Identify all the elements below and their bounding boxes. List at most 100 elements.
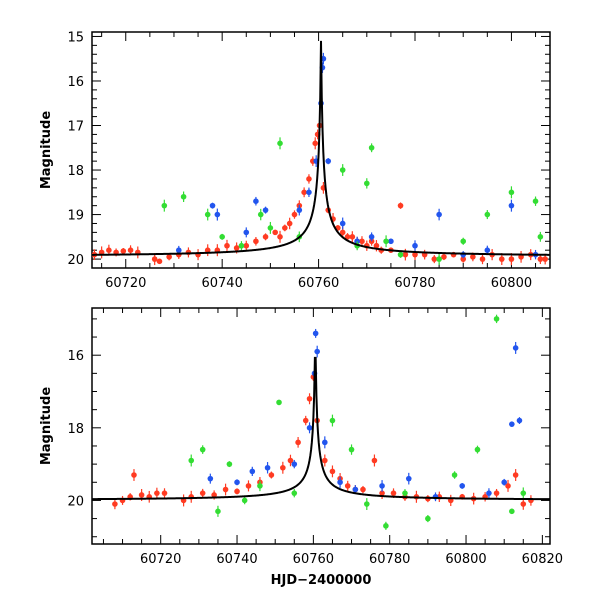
data-point [339,220,346,227]
data-point [337,479,343,486]
data-point [207,475,214,482]
data-point [436,211,442,218]
data-point [352,486,359,493]
data-point [460,256,467,262]
data-point [302,417,309,424]
data-point [405,475,412,482]
data-point [339,167,346,173]
data-point [156,258,163,265]
data-point [470,254,476,260]
data-point [287,457,294,464]
data-point [460,238,467,245]
data-point [508,256,515,262]
data-point [364,180,370,187]
x-tick-label: 60740 [201,276,242,291]
data-point [368,238,375,245]
data-point [388,238,394,245]
data-point [151,256,158,262]
y-tick-label: 17 [67,120,84,135]
data-point [509,421,515,427]
data-point [312,140,319,147]
data-point [344,234,351,240]
data-point [291,211,298,218]
data-point [253,238,259,245]
data-point [224,242,230,249]
x-tick-label: 60740 [216,552,257,567]
data-point [226,461,233,467]
data-point [215,508,221,515]
y-tick-label: 20 [67,253,84,268]
data-point [383,523,389,529]
y-tick-label: 20 [67,494,84,509]
data-point [161,490,168,496]
data-point [329,417,336,424]
data-point [233,245,240,251]
data-point [359,238,365,245]
data-point [390,490,397,496]
data-point [425,515,431,522]
data-point [276,399,282,406]
x-tick-label: 60800 [445,552,486,567]
data-point [542,256,548,262]
data-point [127,247,134,253]
data-point [501,479,508,486]
data-point [245,483,252,489]
x-tick-label: 60780 [394,276,435,291]
data-point [325,158,332,164]
data-point [306,189,312,196]
data-area [92,314,550,530]
data-point [508,189,515,196]
data-point [306,395,313,402]
data-point [402,251,409,258]
y-tick-label: 16 [67,349,84,364]
data-point [175,247,182,253]
data-point [291,490,298,496]
data-point [214,211,221,218]
data-point [301,189,307,196]
data-point [204,211,211,218]
data-point [459,483,466,489]
data-point [451,472,458,478]
data-point [267,225,274,231]
y-tick-label: 15 [67,30,84,45]
data-point [295,439,301,446]
data-point [138,492,145,498]
data-point [379,483,385,489]
y-tick-label: 16 [67,75,84,90]
data-point [312,330,319,337]
data-point [412,242,418,249]
data-point [364,501,370,507]
data-point [199,446,206,453]
data-point [349,234,356,240]
data-point [397,202,404,209]
data-point [360,486,366,493]
data-point [211,492,217,498]
data-point [249,468,256,475]
chart-panel-1: 60720 60740 60760 60780 60800 15 16 17 18 19 20 Mag… [39,30,551,291]
data-point [120,248,127,254]
data-point [306,425,313,431]
data-point [371,457,378,464]
data-point [262,207,269,213]
data-point [498,256,505,262]
data-point [219,234,225,240]
data-point [339,229,346,236]
data-point [537,256,544,262]
data-point [508,202,515,209]
data-point [484,247,491,253]
data-point [479,256,486,262]
data-point [368,234,375,240]
data-point [112,501,118,507]
data-point [379,490,385,496]
data-point [509,508,515,515]
data-point [532,198,539,205]
data-point [486,490,492,496]
data-point [209,202,216,209]
data-point [296,207,303,213]
data-point [512,345,519,351]
x-tick-label: 60760 [293,552,334,567]
data-point [272,229,279,236]
data-point [516,417,523,424]
data-point [262,234,269,240]
data-point [402,490,408,496]
